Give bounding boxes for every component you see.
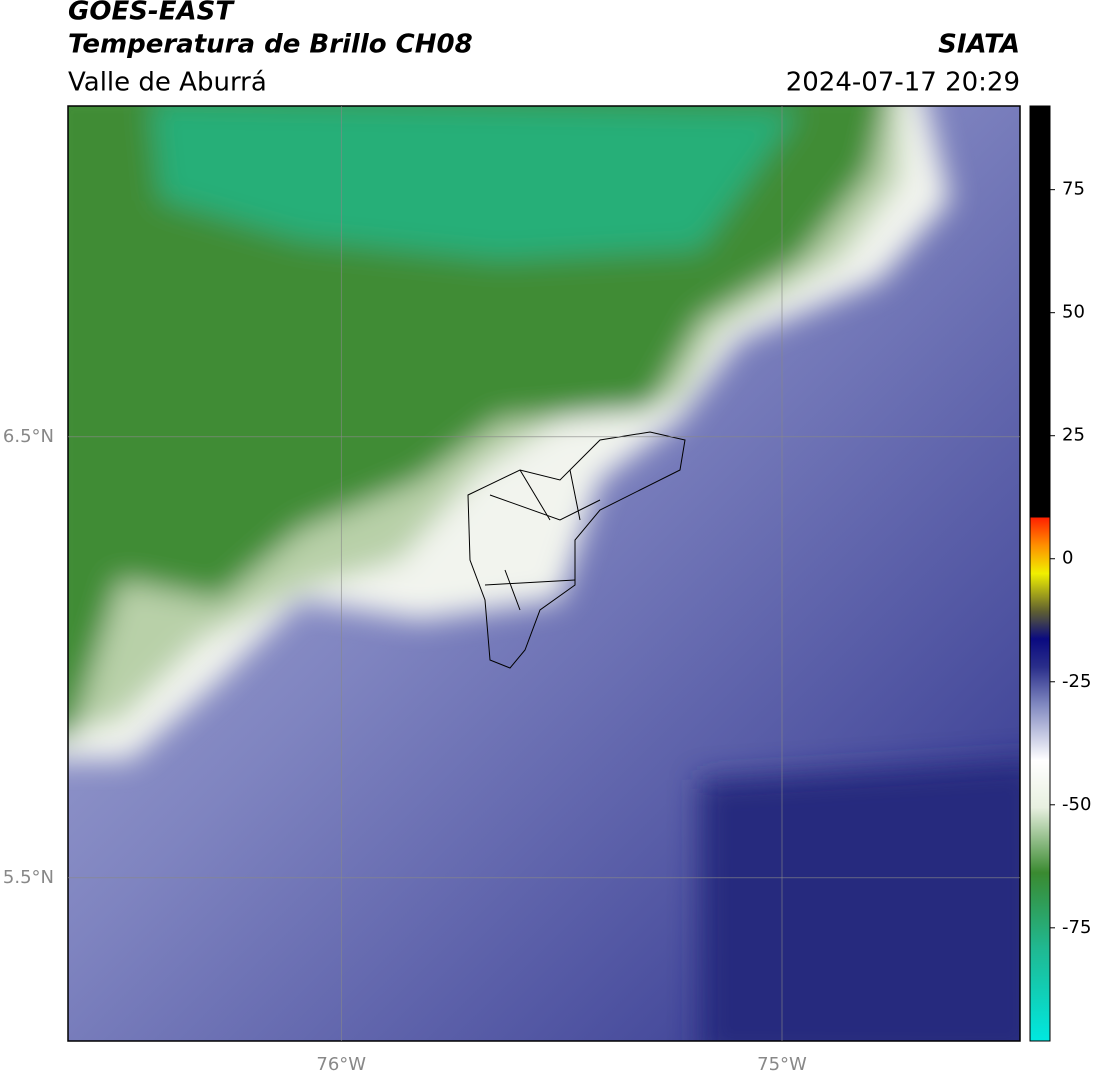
colorbar-tick-label: -50 — [1062, 794, 1091, 815]
colorbar-tick-label: 75 — [1062, 179, 1085, 200]
imagery — [68, 106, 1020, 1041]
map-frame — [67, 105, 1021, 1042]
region: Valle de Aburrá — [68, 68, 267, 98]
colorbar-tick-label: -75 — [1062, 917, 1091, 938]
colorbar-tick-label: -25 — [1062, 671, 1091, 692]
colorbar — [1029, 105, 1051, 1042]
x-tick-label: 75°W — [757, 1054, 807, 1075]
datetime: 2024-07-17 20:29 — [786, 68, 1020, 98]
colorbar-tick-label: 25 — [1062, 425, 1085, 446]
y-tick-label: 5.5°N — [3, 867, 54, 888]
y-tick-label: 6.5°N — [3, 426, 54, 447]
colorbar-tick-label: 50 — [1062, 302, 1085, 323]
satellite: GOES-EAST — [68, 0, 235, 27]
product: Temperatura de Brillo CH08 — [68, 30, 473, 60]
source: SIATA — [938, 30, 1020, 60]
colorbar-tick-label: 0 — [1062, 548, 1073, 569]
x-tick-label: 76°W — [316, 1054, 366, 1075]
